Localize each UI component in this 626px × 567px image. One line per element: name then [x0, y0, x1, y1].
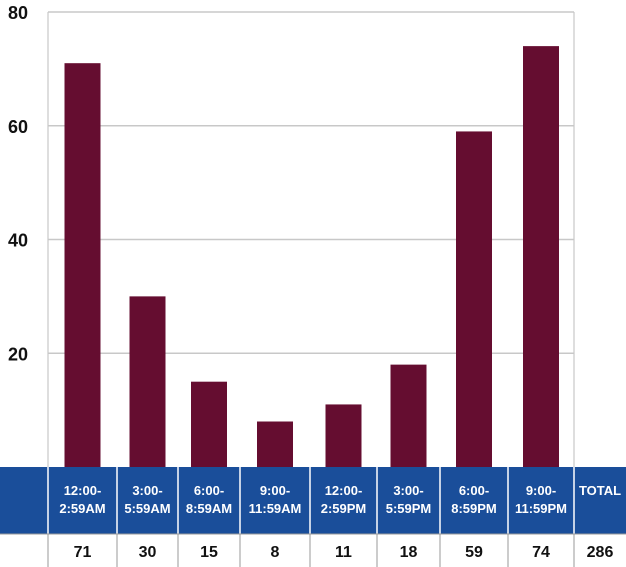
- data-value-label: 8: [271, 544, 280, 561]
- total-header-label: TOTAL: [579, 483, 621, 498]
- bar: [390, 364, 427, 467]
- category-label: 5:59PM: [386, 501, 432, 516]
- category-label: 5:59AM: [124, 501, 170, 516]
- category-label: 3:00-: [132, 483, 162, 498]
- data-value-label: 71: [74, 544, 92, 561]
- category-label: 2:59PM: [321, 501, 367, 516]
- y-tick-label: 60: [8, 117, 28, 137]
- category-label: 12:00-: [325, 483, 363, 498]
- total-value-label: 286: [587, 544, 614, 561]
- bar: [325, 404, 362, 467]
- data-value-label: 11: [335, 544, 352, 561]
- category-label: 8:59AM: [186, 501, 232, 516]
- category-label: 2:59AM: [59, 501, 105, 516]
- gridlines: [47, 11, 575, 467]
- data-value-label: 59: [465, 544, 483, 561]
- y-tick-label: 80: [8, 3, 28, 23]
- y-tick-label: 40: [8, 231, 28, 251]
- bar: [129, 296, 166, 467]
- category-label: 9:00-: [526, 483, 556, 498]
- y-axis-ticks: 20 40 60 80: [8, 3, 28, 364]
- category-label: 9:00-: [260, 483, 290, 498]
- category-label: 12:00-: [64, 483, 102, 498]
- bar: [523, 46, 559, 467]
- y-tick-label: 20: [8, 344, 28, 364]
- value-row: 71 30 15 8 11 18 59 74 286: [0, 533, 626, 567]
- category-label: 8:59PM: [451, 501, 497, 516]
- header-row-background: [0, 467, 626, 534]
- data-value-label: 15: [200, 544, 218, 561]
- category-label: 11:59PM: [515, 501, 567, 516]
- bar: [257, 421, 293, 467]
- bar: [191, 381, 227, 467]
- bar: [456, 131, 492, 467]
- bar: [64, 63, 101, 467]
- category-label: 3:00-: [393, 483, 423, 498]
- data-value-label: 30: [139, 544, 157, 561]
- bars: [64, 46, 559, 467]
- category-label: 11:59AM: [249, 501, 302, 516]
- category-label: 6:00-: [194, 483, 224, 498]
- category-label: 6:00-: [459, 483, 489, 498]
- category-header-row: 12:00- 2:59AM 3:00- 5:59AM 6:00- 8:59AM 9:00- 1…: [0, 467, 626, 534]
- data-value-label: 74: [532, 544, 550, 561]
- data-value-label: 18: [400, 544, 418, 561]
